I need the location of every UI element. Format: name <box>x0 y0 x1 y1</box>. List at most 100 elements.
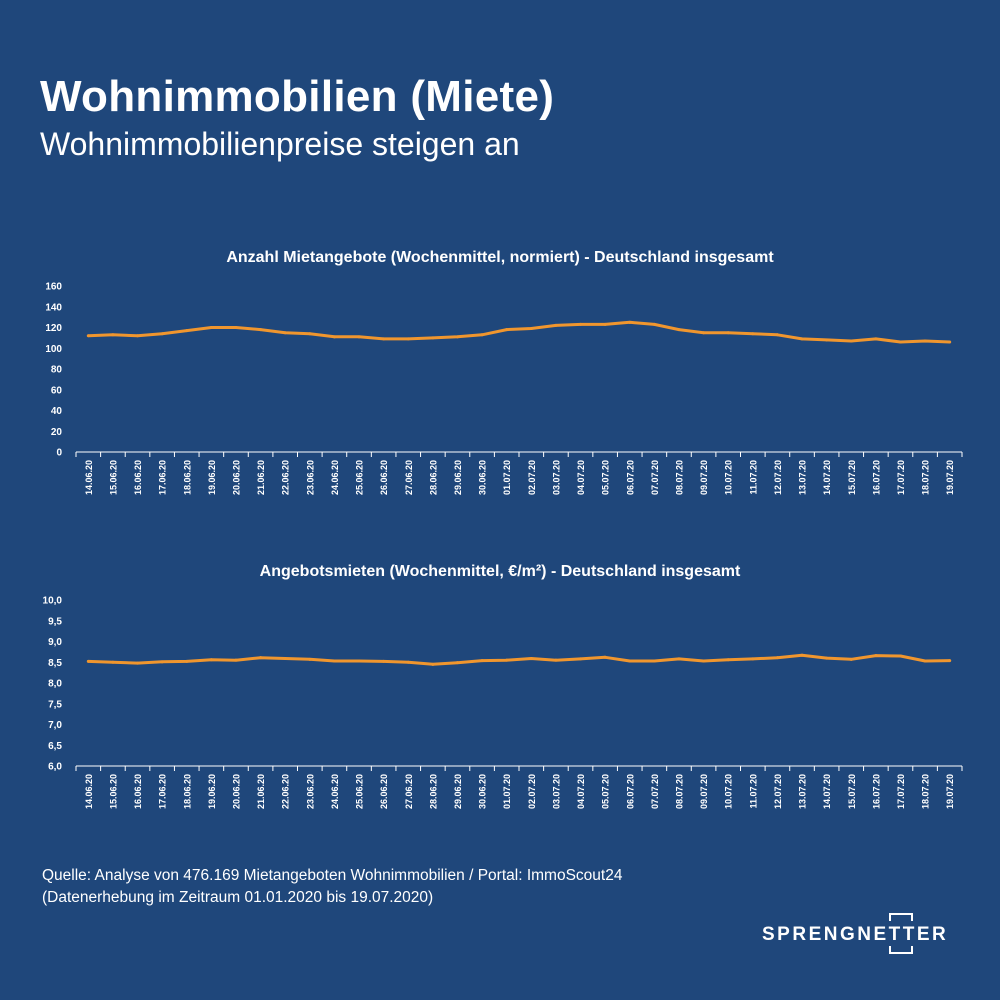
data-point <box>259 328 263 332</box>
y-tick-label: 7,0 <box>48 720 62 731</box>
y-tick-label: 8,5 <box>48 658 62 669</box>
x-tick-label: 11.07.20 <box>748 460 758 495</box>
x-tick-label: 25.06.20 <box>355 774 365 809</box>
chart-rent-prices: 6,0 6,5 7,0 7,5 8,0 8,5 9,0 9,5 10,0 14.06.20 15.0… <box>43 596 963 809</box>
data-point <box>800 337 804 341</box>
x-tick-label: 29.06.20 <box>453 774 463 809</box>
x-tick-label: 28.06.20 <box>428 774 438 809</box>
x-tick-label: 09.07.20 <box>699 774 709 809</box>
data-point <box>677 328 681 332</box>
x-tick-label: 03.07.20 <box>551 774 561 809</box>
data-point <box>308 332 312 336</box>
x-tick-label: 14.06.20 <box>84 460 94 495</box>
x-tick-label: 14.07.20 <box>822 774 832 809</box>
data-point <box>529 657 533 661</box>
x-tick-label: 10.07.20 <box>724 774 734 809</box>
x-tick-label: 17.07.20 <box>896 774 906 809</box>
source-line-1: Quelle: Analyse von 476.169 Mietangebote… <box>42 867 623 884</box>
x-tick-label: 29.06.20 <box>453 460 463 495</box>
data-point <box>332 659 336 663</box>
data-point <box>480 333 484 337</box>
x-tick-label: 21.06.20 <box>256 460 266 495</box>
data-point <box>185 659 189 663</box>
x-tick-label: 22.06.20 <box>281 774 291 809</box>
x-tick-label: 05.07.20 <box>601 774 611 809</box>
x-tick-label: 10.07.20 <box>724 460 734 495</box>
x-tick-label: 14.06.20 <box>84 774 94 809</box>
x-tick-label: 11.07.20 <box>748 774 758 809</box>
x-tick-label: 02.07.20 <box>527 460 537 495</box>
x-tick-label: 07.07.20 <box>650 460 660 495</box>
sprengnetter-logo: SPRENGNETTER <box>762 912 962 956</box>
x-tick-label: 22.06.20 <box>281 460 291 495</box>
data-point <box>874 337 878 341</box>
x-tick-label: 25.06.20 <box>355 460 365 495</box>
x-tick-label: 17.06.20 <box>158 460 168 495</box>
x-tick-label: 16.06.20 <box>133 460 143 495</box>
y-tick-label: 80 <box>51 365 63 376</box>
x-tick-label: 27.06.20 <box>404 460 414 495</box>
x-tick-label: 15.07.20 <box>847 774 857 809</box>
x-tick-label: 04.07.20 <box>576 774 586 809</box>
y-tick-label: 100 <box>45 344 62 355</box>
y-tick-label: 6,5 <box>48 741 62 752</box>
x-tick-label: 09.07.20 <box>699 460 709 495</box>
data-point <box>209 326 213 329</box>
data-point <box>234 658 238 662</box>
data-point <box>702 331 706 335</box>
x-tick-label: 12.07.20 <box>773 460 783 495</box>
y-tick-label: 10,0 <box>43 596 63 607</box>
series-line <box>88 653 950 666</box>
x-tick-label: 12.07.20 <box>773 774 783 809</box>
data-point <box>948 340 952 344</box>
chart-2-title: Angebotsmieten (Wochenmittel, €/m²) - De… <box>259 563 741 580</box>
x-tick-label: 01.07.20 <box>502 460 512 495</box>
data-point <box>136 334 140 338</box>
data-point <box>382 337 386 341</box>
y-tick-label: 6,0 <box>48 762 62 773</box>
data-point <box>554 323 558 327</box>
x-tick-label: 06.07.20 <box>625 460 635 495</box>
x-tick-label: 18.06.20 <box>182 460 192 495</box>
data-point <box>923 659 927 663</box>
x-tick-label: 23.06.20 <box>305 774 315 809</box>
data-point <box>603 322 607 326</box>
data-point <box>849 657 853 661</box>
source-note: Quelle: Analyse von 476.169 Mietangebote… <box>42 865 622 909</box>
chart-1-title: Anzahl Mietangebote (Wochenmittel, normi… <box>226 249 774 266</box>
data-point <box>406 660 410 664</box>
x-tick-label: 28.06.20 <box>428 460 438 495</box>
series-line <box>88 320 950 344</box>
data-point <box>898 340 902 344</box>
data-point <box>185 329 189 333</box>
page-subtitle: Wohnimmobilienpreise steigen an <box>40 126 520 162</box>
x-tick-label: 06.07.20 <box>625 774 635 809</box>
x-tick-label: 18.06.20 <box>182 774 192 809</box>
x-tick-label: 19.07.20 <box>945 460 955 495</box>
x-tick-label: 27.06.20 <box>404 774 414 809</box>
page-title: Wohnimmobilien (Miete) <box>40 72 555 121</box>
data-point <box>751 657 755 661</box>
y-tick-label: 9,5 <box>48 616 62 627</box>
x-tick-label: 08.07.20 <box>674 460 684 495</box>
y-tick-label: 40 <box>51 406 63 417</box>
data-point <box>948 659 952 663</box>
data-point <box>579 322 583 326</box>
data-point <box>923 339 927 343</box>
data-point <box>332 335 336 339</box>
x-tick-label: 18.07.20 <box>921 774 931 809</box>
x-tick-label: 14.07.20 <box>822 460 832 495</box>
data-point <box>86 659 90 663</box>
data-point <box>825 338 829 342</box>
data-point <box>111 660 115 664</box>
x-tick-label: 18.07.20 <box>921 460 931 495</box>
data-point <box>160 660 164 664</box>
data-point <box>775 656 779 660</box>
data-point <box>505 328 509 332</box>
data-point <box>357 659 361 663</box>
data-point <box>308 657 312 661</box>
x-tick-label: 21.06.20 <box>256 774 266 809</box>
x-tick-label: 13.07.20 <box>798 774 808 809</box>
data-point <box>775 333 779 337</box>
x-tick-label: 23.06.20 <box>305 460 315 495</box>
